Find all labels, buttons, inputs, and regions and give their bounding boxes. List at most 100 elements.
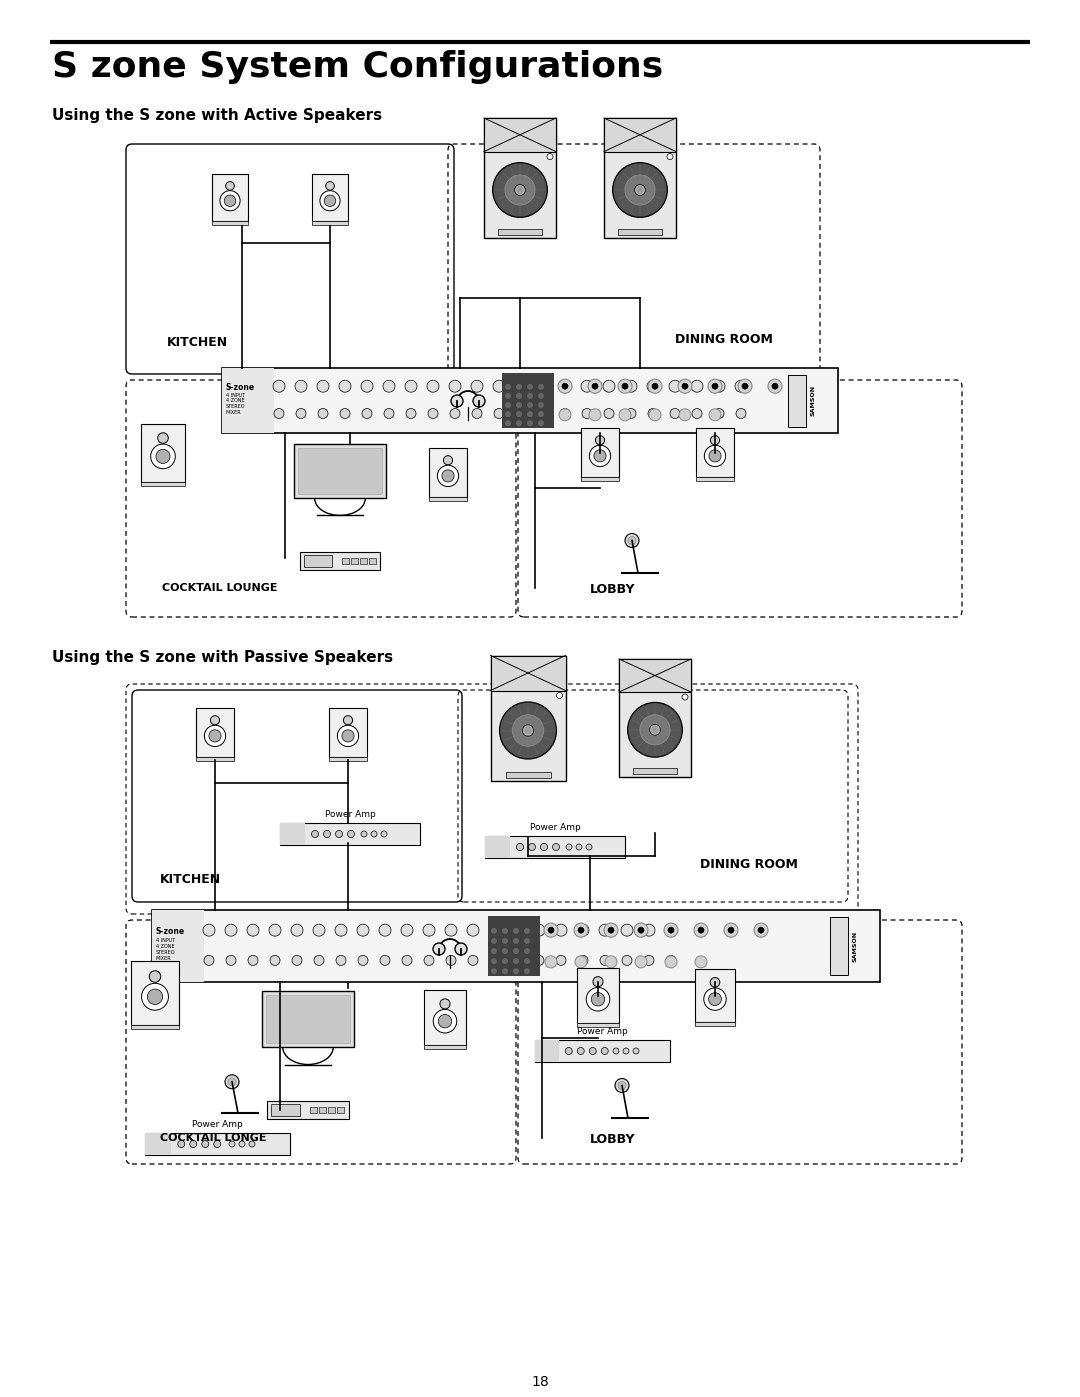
Circle shape	[640, 715, 670, 745]
Circle shape	[545, 956, 557, 968]
Text: Power Amp: Power Amp	[577, 1027, 627, 1037]
Circle shape	[652, 383, 658, 390]
Circle shape	[427, 380, 438, 393]
Circle shape	[623, 1048, 629, 1053]
Circle shape	[296, 408, 306, 419]
Circle shape	[248, 956, 258, 965]
Bar	[145, 1133, 291, 1155]
Circle shape	[618, 1081, 626, 1090]
Circle shape	[467, 925, 480, 936]
Text: SAMSON: SAMSON	[852, 930, 858, 961]
Bar	[212, 175, 248, 221]
Bar	[360, 557, 367, 564]
Bar	[490, 655, 566, 781]
Circle shape	[691, 380, 703, 393]
Bar	[485, 835, 510, 858]
Bar	[131, 961, 179, 1024]
Circle shape	[226, 182, 234, 190]
Bar	[280, 823, 420, 845]
Text: 4 INPUT
4 ZONE
STEREO
MIXER: 4 INPUT 4 ZONE STEREO MIXER	[226, 393, 245, 415]
Circle shape	[512, 956, 522, 965]
Circle shape	[758, 928, 764, 933]
Circle shape	[694, 923, 708, 937]
Circle shape	[324, 830, 330, 837]
Bar	[577, 968, 619, 1023]
Circle shape	[556, 693, 563, 698]
Circle shape	[713, 380, 725, 393]
Circle shape	[361, 380, 373, 393]
Circle shape	[599, 925, 611, 936]
Circle shape	[357, 956, 368, 965]
Circle shape	[665, 956, 677, 968]
Circle shape	[608, 928, 615, 933]
Circle shape	[491, 937, 497, 944]
Bar	[505, 771, 551, 778]
Bar	[152, 909, 880, 982]
Bar	[696, 478, 734, 482]
Text: Using the S zone with Active Speakers: Using the S zone with Active Speakers	[52, 108, 382, 123]
Circle shape	[270, 956, 280, 965]
Bar	[131, 1024, 179, 1028]
Circle shape	[473, 395, 485, 407]
Circle shape	[634, 923, 648, 937]
Circle shape	[295, 380, 307, 393]
Circle shape	[492, 380, 505, 393]
Bar	[303, 555, 332, 567]
Bar	[141, 423, 185, 482]
Text: DINING ROOM: DINING ROOM	[700, 858, 798, 870]
Circle shape	[505, 175, 535, 205]
Circle shape	[502, 949, 508, 954]
Circle shape	[593, 977, 603, 986]
Circle shape	[538, 408, 548, 419]
Circle shape	[229, 1141, 235, 1147]
Circle shape	[527, 402, 534, 408]
Bar	[329, 757, 367, 761]
Circle shape	[314, 956, 324, 965]
Circle shape	[559, 409, 571, 420]
Bar	[222, 367, 274, 433]
Bar	[298, 448, 382, 495]
Circle shape	[555, 925, 567, 936]
Circle shape	[336, 956, 346, 965]
Circle shape	[239, 1141, 245, 1147]
Text: 4 INPUT
4 ZONE
STEREO
MIXER: 4 INPUT 4 ZONE STEREO MIXER	[156, 939, 175, 961]
Circle shape	[516, 393, 522, 400]
Bar	[319, 1106, 326, 1113]
Circle shape	[575, 956, 588, 968]
Circle shape	[612, 162, 667, 218]
Circle shape	[505, 393, 511, 400]
Circle shape	[613, 1048, 619, 1053]
Circle shape	[621, 925, 633, 936]
Bar	[300, 552, 380, 570]
Circle shape	[724, 923, 738, 937]
Circle shape	[698, 928, 704, 933]
Circle shape	[273, 380, 285, 393]
Circle shape	[603, 380, 615, 393]
Circle shape	[679, 409, 691, 420]
Circle shape	[499, 703, 556, 759]
Circle shape	[772, 383, 778, 390]
Circle shape	[635, 184, 646, 196]
Circle shape	[489, 925, 501, 936]
Circle shape	[565, 1048, 572, 1055]
Circle shape	[618, 379, 632, 393]
Circle shape	[670, 408, 680, 419]
Bar	[484, 117, 556, 152]
Circle shape	[648, 379, 662, 393]
Circle shape	[313, 925, 325, 936]
Circle shape	[544, 923, 558, 937]
Circle shape	[711, 436, 719, 444]
Circle shape	[384, 408, 394, 419]
Circle shape	[291, 925, 303, 936]
Circle shape	[524, 958, 530, 964]
Text: Power Amp: Power Amp	[529, 823, 580, 833]
Circle shape	[735, 380, 747, 393]
Circle shape	[595, 436, 605, 444]
Circle shape	[649, 409, 661, 420]
Circle shape	[335, 925, 347, 936]
Circle shape	[714, 408, 724, 419]
Bar	[619, 659, 691, 777]
Circle shape	[339, 380, 351, 393]
Text: LOBBY: LOBBY	[590, 1133, 635, 1146]
Circle shape	[141, 983, 168, 1010]
